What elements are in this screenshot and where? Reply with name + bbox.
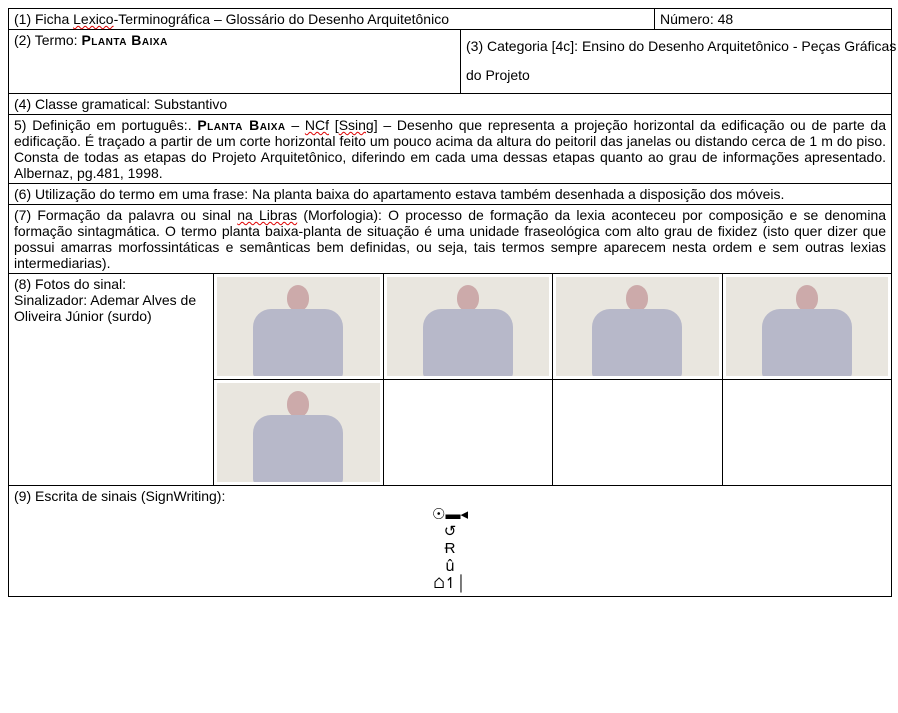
definition-cell: 5) Definição em português:. Planta Baixa…	[9, 115, 891, 183]
title-cell: (1) Ficha Lexico-Terminográfica – Glossá…	[9, 9, 655, 29]
photo-cell	[214, 274, 384, 379]
photo-cell-empty	[553, 380, 723, 485]
morphology-cell: (7) Formação da palavra ou sinal na Libr…	[9, 205, 891, 273]
grammar-text: (4) Classe gramatical: Substantivo	[14, 96, 227, 112]
def-dash: –	[286, 117, 305, 133]
photos-label: (8) Fotos do sinal:	[14, 276, 208, 292]
signer-label: Sinalizador: Ademar Alves de Oliveira Jú…	[14, 292, 208, 324]
photo-cell-empty	[723, 380, 892, 485]
sign-photo	[217, 277, 380, 376]
grammar-cell: (4) Classe gramatical: Substantivo	[9, 94, 891, 114]
number-value: 48	[718, 11, 734, 27]
def-term: Planta Baixa	[197, 117, 285, 133]
photo-cell	[384, 274, 554, 379]
def-code: NCf	[305, 117, 329, 133]
usage-text: (6) Utilização do termo em uma frase: Na…	[14, 186, 784, 202]
term-value: Planta Baixa	[81, 32, 167, 48]
photos-section: (8) Fotos do sinal: Sinalizador: Ademar …	[9, 273, 891, 485]
sign-photo	[387, 277, 550, 376]
signwriting-glyphs: ☉▬◂ ↺ Ɍ û ⌂↿│	[14, 504, 886, 590]
number-label: Número:	[660, 11, 718, 27]
def-bracket: [	[329, 117, 339, 133]
photos-label-cell: (8) Fotos do sinal: Sinalizador: Ademar …	[9, 274, 214, 485]
photos-grid	[214, 274, 891, 485]
morph-lead: (7) Formação da palavra ou sinal	[14, 207, 237, 223]
sign-photo	[556, 277, 719, 376]
category-cell: (3) Categoria [4c]: Ensino do Desenho Ar…	[461, 30, 898, 93]
def-close: ] –	[374, 117, 397, 133]
photo-cell	[214, 380, 384, 485]
term-label: (2) Termo:	[14, 32, 81, 48]
signwriting-section: (9) Escrita de sinais (SignWriting): ☉▬◂…	[9, 485, 891, 596]
def-code2: Ssing	[339, 117, 374, 133]
photo-cell-empty	[384, 380, 554, 485]
title-word: Lexico	[73, 11, 113, 27]
category-label: (3) Categoria [4c]:	[466, 38, 582, 54]
photo-cell	[723, 274, 892, 379]
sw-line: ⌂↿│	[14, 573, 886, 590]
title-rest: -Terminográfica – Glossário do Desenho A…	[114, 11, 449, 27]
def-lead: 5) Definição em português:.	[14, 117, 197, 133]
usage-cell: (6) Utilização do termo em uma frase: Na…	[9, 184, 891, 204]
photo-row-2	[214, 379, 891, 485]
photo-cell	[553, 274, 723, 379]
photo-row-1	[214, 274, 891, 379]
term-cell: (2) Termo: Planta Baixa	[9, 30, 461, 93]
title-label: (1) Ficha	[14, 11, 73, 27]
sign-photo	[726, 277, 889, 376]
number-cell: Número: 48	[655, 9, 898, 29]
ficha-card: (1) Ficha Lexico-Terminográfica – Glossá…	[8, 8, 892, 597]
sign-photo	[217, 383, 380, 482]
morph-word: na Libras	[237, 207, 297, 223]
